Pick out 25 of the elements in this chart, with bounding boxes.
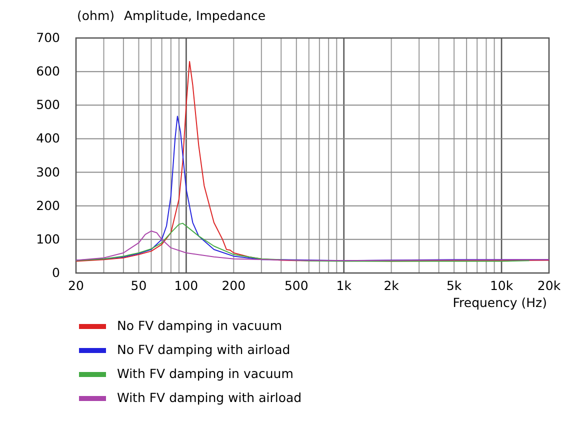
legend-label: No FV damping in vacuum (117, 318, 282, 333)
chart-title: Amplitude, Impedance (124, 8, 266, 23)
y-tick-label: 700 (36, 30, 60, 45)
y-tick-label: 0 (52, 265, 60, 280)
x-tick-label: 2k (384, 278, 400, 293)
x-tick-label: 20k (537, 278, 562, 293)
x-tick-label: 500 (284, 278, 308, 293)
y-tick-label: 200 (36, 198, 60, 213)
x-tick-label: 20 (68, 278, 84, 293)
x-tick-label: 1k (336, 278, 352, 293)
x-tick-label: 200 (222, 278, 246, 293)
legend-label: With FV damping in vacuum (117, 366, 294, 381)
x-axis-title: Frequency (Hz) (452, 295, 547, 310)
x-tick-label: 100 (174, 278, 198, 293)
y-tick-label: 400 (36, 130, 60, 146)
legend-label: No FV damping with airload (117, 342, 290, 357)
y-tick-label: 600 (36, 64, 60, 79)
y-axis-title: (ohm) (77, 8, 114, 23)
y-tick-label: 300 (36, 164, 60, 180)
x-tick-label: 50 (130, 278, 147, 293)
x-tick-label: 5k (446, 278, 462, 293)
legend-label: With FV damping with airload (117, 390, 302, 405)
x-tick-label: 10k (490, 278, 514, 293)
y-tick-label: 500 (36, 97, 60, 112)
y-tick-label: 100 (36, 231, 60, 246)
